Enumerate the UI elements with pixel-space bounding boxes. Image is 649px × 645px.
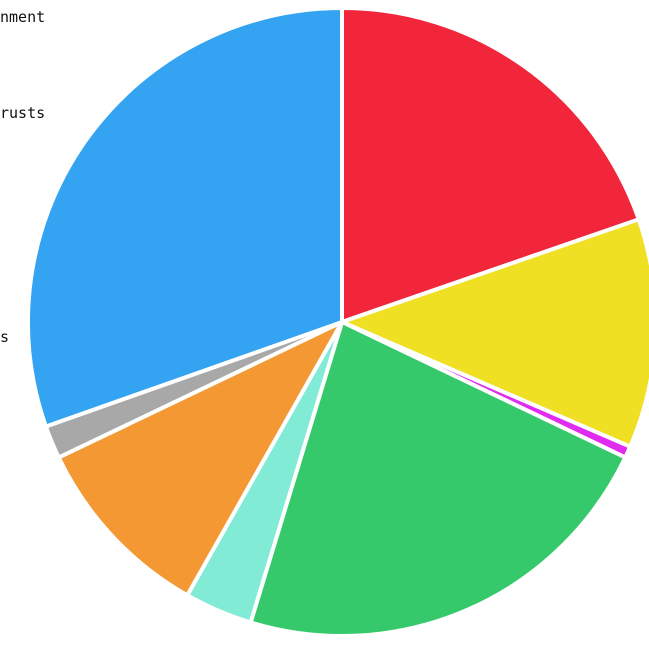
pie-slice-8	[26, 6, 344, 429]
legend-label-fragment-3: s	[0, 328, 10, 346]
pie-slice-2	[340, 217, 649, 449]
pie-slice-4	[248, 320, 628, 638]
legend-label-fragment-1: nment	[0, 8, 46, 26]
pie-slice-6	[56, 320, 344, 598]
legend-label-fragment-2: rusts	[0, 104, 46, 122]
